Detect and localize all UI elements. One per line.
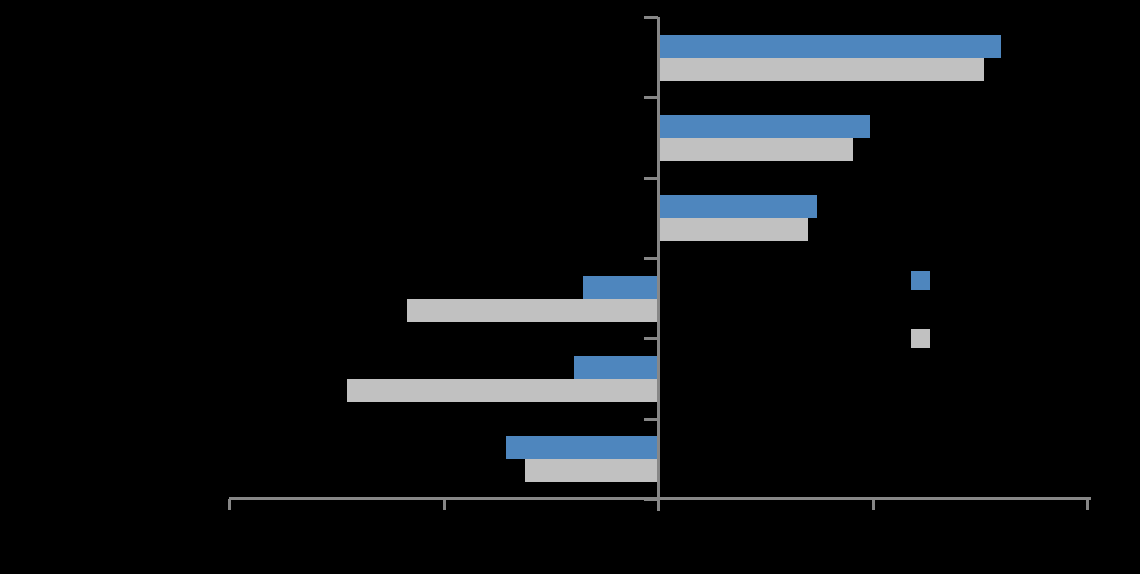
bar-series-blue-cat6 (505, 436, 658, 460)
bar-series-gray-cat1 (658, 57, 984, 81)
bar-series-blue-cat2 (658, 114, 871, 138)
category-axis-tick (644, 498, 658, 501)
legend-swatch-series-blue (911, 271, 930, 290)
category-axis-tick (644, 337, 658, 341)
bar-series-gray-cat5 (347, 378, 658, 402)
category-axis-tick (644, 176, 658, 180)
category-axis-line (657, 17, 660, 511)
bar-series-blue-cat3 (658, 195, 817, 219)
category-axis-tick (644, 417, 658, 421)
value-axis-tick (871, 499, 875, 510)
bar-series-gray-cat2 (658, 137, 854, 161)
value-axis-tick (442, 499, 446, 510)
legend-swatch-series-gray (911, 329, 930, 348)
category-axis-tick (644, 16, 658, 19)
bar-series-gray-cat4 (407, 298, 658, 322)
bar-series-blue-cat4 (582, 275, 658, 299)
value-axis-tick (228, 499, 231, 510)
bar-series-gray-cat6 (525, 459, 658, 483)
value-axis-line (229, 497, 1091, 500)
bar-series-gray-cat3 (658, 218, 809, 242)
category-axis-tick (644, 257, 658, 260)
bar-series-blue-cat1 (658, 34, 1002, 58)
category-axis-tick (644, 96, 658, 100)
bar-series-blue-cat5 (574, 355, 658, 379)
value-axis-tick (1086, 499, 1089, 510)
